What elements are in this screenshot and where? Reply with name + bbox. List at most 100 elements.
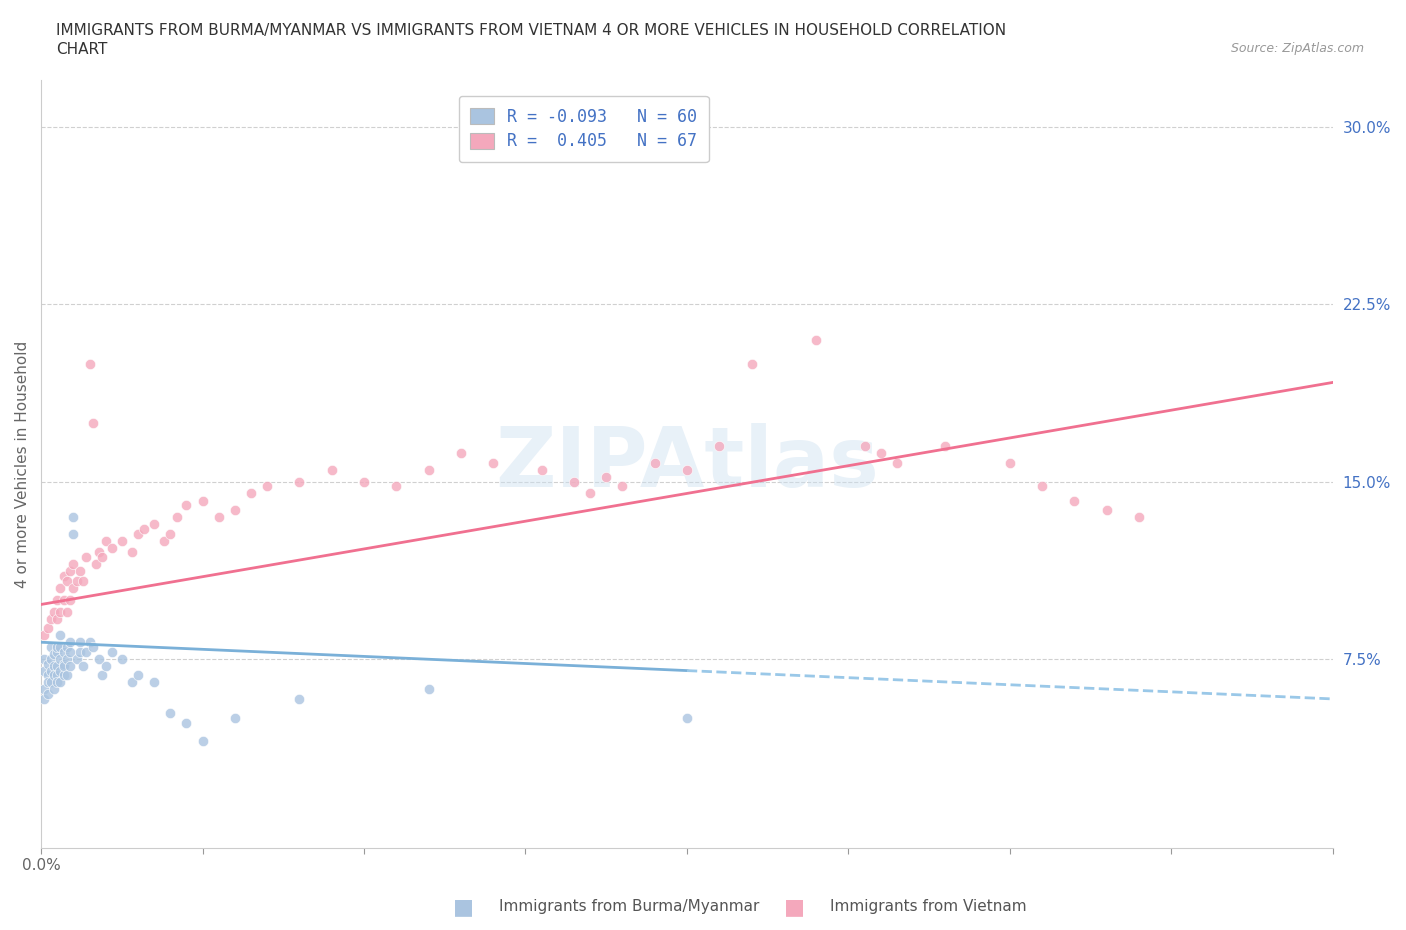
Point: [224, 711, 246, 725]
Point: [224, 502, 246, 517]
Point: [121, 675, 143, 690]
Point: [579, 486, 602, 501]
Point: [37, 668, 59, 683]
Point: [166, 510, 188, 525]
Point: [49, 640, 72, 655]
Point: [127, 526, 149, 541]
Point: [62, 526, 84, 541]
Point: [49, 663, 72, 678]
Point: [52, 658, 75, 673]
Point: [49, 604, 72, 619]
Point: [159, 526, 181, 541]
Point: [143, 675, 166, 690]
Point: [49, 628, 72, 643]
Point: [143, 517, 166, 532]
Point: [886, 456, 908, 471]
Point: [42, 682, 65, 697]
Point: [49, 675, 72, 690]
Point: [89, 651, 111, 666]
Text: Immigrants from Vietnam: Immigrants from Vietnam: [830, 899, 1026, 914]
Point: [52, 668, 75, 683]
Point: [1031, 479, 1053, 494]
Point: [59, 564, 82, 578]
Point: [66, 574, 89, 589]
Point: [49, 651, 72, 666]
Point: [482, 456, 505, 471]
Y-axis label: 4 or more Vehicles in Household: 4 or more Vehicles in Household: [15, 340, 30, 588]
Point: [134, 522, 156, 537]
Point: [52, 592, 75, 607]
Point: [56, 668, 79, 683]
Point: [75, 644, 97, 659]
Text: Source: ZipAtlas.com: Source: ZipAtlas.com: [1230, 42, 1364, 55]
Point: [34, 692, 56, 707]
Point: [59, 658, 82, 673]
Point: [84, 557, 107, 572]
Point: [42, 658, 65, 673]
Point: [37, 656, 59, 671]
Point: [676, 462, 699, 477]
Point: [39, 675, 62, 690]
Point: [1063, 493, 1085, 508]
Point: [34, 663, 56, 678]
Point: [1128, 510, 1150, 525]
Point: [42, 604, 65, 619]
Point: [595, 470, 617, 485]
Point: [676, 711, 699, 725]
Point: [418, 682, 440, 697]
Point: [59, 644, 82, 659]
Point: [153, 533, 176, 548]
Point: [66, 651, 89, 666]
Point: [869, 445, 891, 460]
Point: [59, 592, 82, 607]
Point: [46, 644, 69, 659]
Point: [56, 651, 79, 666]
Point: [52, 656, 75, 671]
Point: [111, 533, 134, 548]
Point: [69, 564, 91, 578]
Point: [127, 668, 149, 683]
Point: [79, 356, 101, 371]
Point: [288, 474, 311, 489]
Point: [56, 604, 79, 619]
Text: Immigrants from Burma/Myanmar: Immigrants from Burma/Myanmar: [499, 899, 759, 914]
Point: [450, 445, 472, 460]
Point: [59, 635, 82, 650]
Point: [34, 628, 56, 643]
Point: [418, 462, 440, 477]
Point: [353, 474, 375, 489]
Point: [39, 640, 62, 655]
Point: [804, 332, 827, 347]
Point: [37, 675, 59, 690]
Point: [42, 646, 65, 661]
Point: [82, 640, 104, 655]
Point: [191, 493, 214, 508]
Point: [612, 479, 634, 494]
Point: [46, 640, 69, 655]
Point: [101, 540, 124, 555]
Point: [72, 574, 94, 589]
Point: [89, 545, 111, 560]
Point: [37, 686, 59, 701]
Point: [34, 651, 56, 666]
Point: [46, 611, 69, 626]
Point: [934, 439, 956, 454]
Point: [709, 439, 731, 454]
Point: [191, 734, 214, 749]
Point: [853, 439, 876, 454]
Point: [91, 550, 114, 565]
Point: [42, 668, 65, 683]
Point: [562, 474, 585, 489]
Point: [176, 715, 198, 730]
Legend: R = -0.093   N = 60, R =  0.405   N = 67: R = -0.093 N = 60, R = 0.405 N = 67: [458, 96, 709, 162]
Point: [159, 706, 181, 721]
Point: [75, 550, 97, 565]
Point: [240, 486, 263, 501]
Point: [52, 644, 75, 659]
Point: [644, 456, 666, 471]
Point: [62, 510, 84, 525]
Point: [46, 658, 69, 673]
Point: [385, 479, 408, 494]
Text: IMMIGRANTS FROM BURMA/MYANMAR VS IMMIGRANTS FROM VIETNAM 4 OR MORE VEHICLES IN H: IMMIGRANTS FROM BURMA/MYANMAR VS IMMIGRA…: [56, 23, 1007, 38]
Point: [998, 456, 1021, 471]
